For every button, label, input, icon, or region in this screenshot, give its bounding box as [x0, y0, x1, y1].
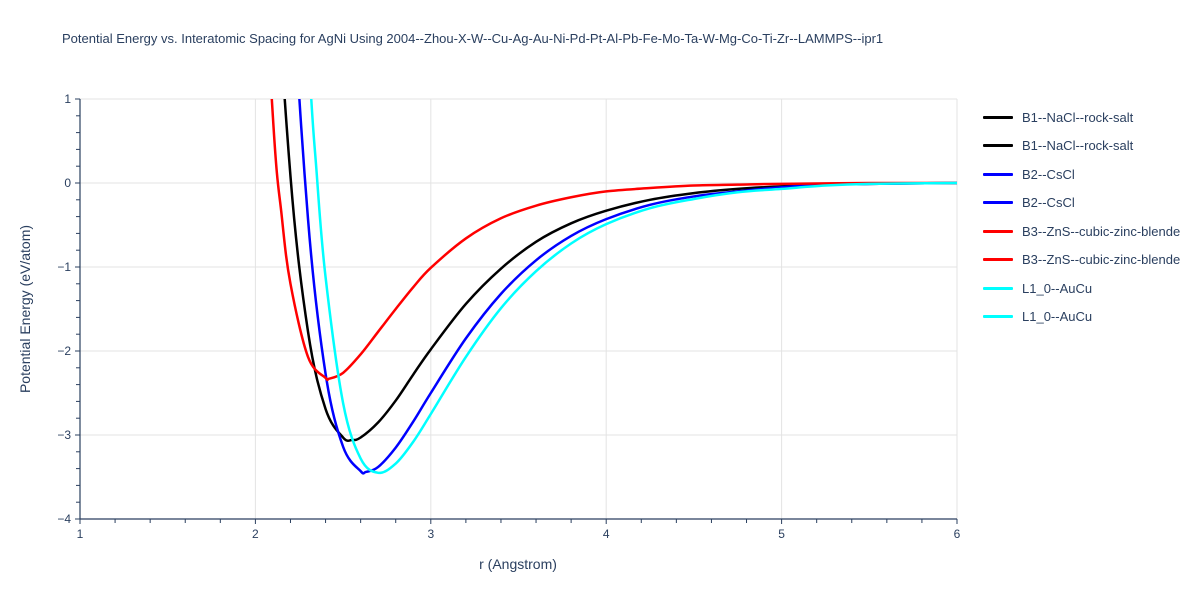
x-axis-title: r (Angstrom) — [479, 556, 557, 572]
x-tick-label: 1 — [77, 527, 84, 541]
legend-line-swatch — [983, 201, 1013, 205]
legend-entry[interactable]: B2--CsCl — [983, 160, 1180, 189]
series-line-B2--CsCl — [298, 99, 957, 475]
legend-entry[interactable]: L1_0--AuCu — [983, 274, 1180, 303]
y-tick-label: 0 — [64, 176, 71, 190]
y-axis-title: Potential Energy (eV/atom) — [17, 224, 33, 394]
series-line-L1_0--AuCu — [309, 99, 957, 475]
legend: B1--NaCl--rock-salt B1--NaCl--rock-salt B2… — [983, 103, 1180, 331]
chart-title: Potential Energy vs. Interatomic Spacing… — [62, 31, 884, 46]
y-tick-label: −2 — [57, 344, 71, 358]
x-tick-label: 4 — [603, 527, 610, 541]
x-tick-label: 2 — [252, 527, 259, 541]
x-tick-label: 5 — [778, 527, 785, 541]
legend-entry[interactable]: B2--CsCl — [983, 189, 1180, 218]
legend-line-swatch — [983, 229, 1013, 233]
series-line-B3--ZnS--cubic-zinc-blende — [270, 99, 957, 382]
legend-label: B2--CsCl — [1022, 195, 1075, 211]
x-tick-label: 6 — [954, 527, 961, 541]
legend-label: B3--ZnS--cubic-zinc-blende — [1022, 252, 1181, 268]
legend-label: B2--CsCl — [1022, 166, 1075, 182]
legend-entry[interactable]: B3--ZnS--cubic-zinc-blende — [983, 217, 1180, 246]
x-tick-label: 3 — [427, 527, 434, 541]
legend-line-swatch — [983, 115, 1013, 119]
legend-label: B3--ZnS--cubic-zinc-blende — [1022, 223, 1181, 239]
legend-entry[interactable]: B1--NaCl--rock-salt — [983, 132, 1180, 161]
legend-label: B1--NaCl--rock-salt — [1022, 109, 1134, 125]
y-tick-label: 1 — [64, 92, 71, 106]
series-line-B1--NaCl--rock-salt — [283, 99, 957, 442]
legend-line-swatch — [983, 315, 1013, 319]
legend-line-swatch — [983, 258, 1013, 262]
y-tick-label: −3 — [57, 428, 71, 442]
legend-entry[interactable]: B3--ZnS--cubic-zinc-blende — [983, 246, 1180, 275]
legend-line-swatch — [983, 144, 1013, 148]
legend-entry[interactable]: B1--NaCl--rock-salt — [983, 103, 1180, 132]
legend-label: L1_0--AuCu — [1022, 280, 1093, 296]
y-tick-label: −1 — [57, 260, 71, 274]
legend-label: B1--NaCl--rock-salt — [1022, 138, 1134, 154]
legend-entry[interactable]: L1_0--AuCu — [983, 303, 1180, 332]
y-tick-label: −4 — [57, 512, 71, 526]
legend-line-swatch — [983, 172, 1013, 176]
legend-label: L1_0--AuCu — [1022, 309, 1093, 325]
legend-line-swatch — [983, 286, 1013, 290]
